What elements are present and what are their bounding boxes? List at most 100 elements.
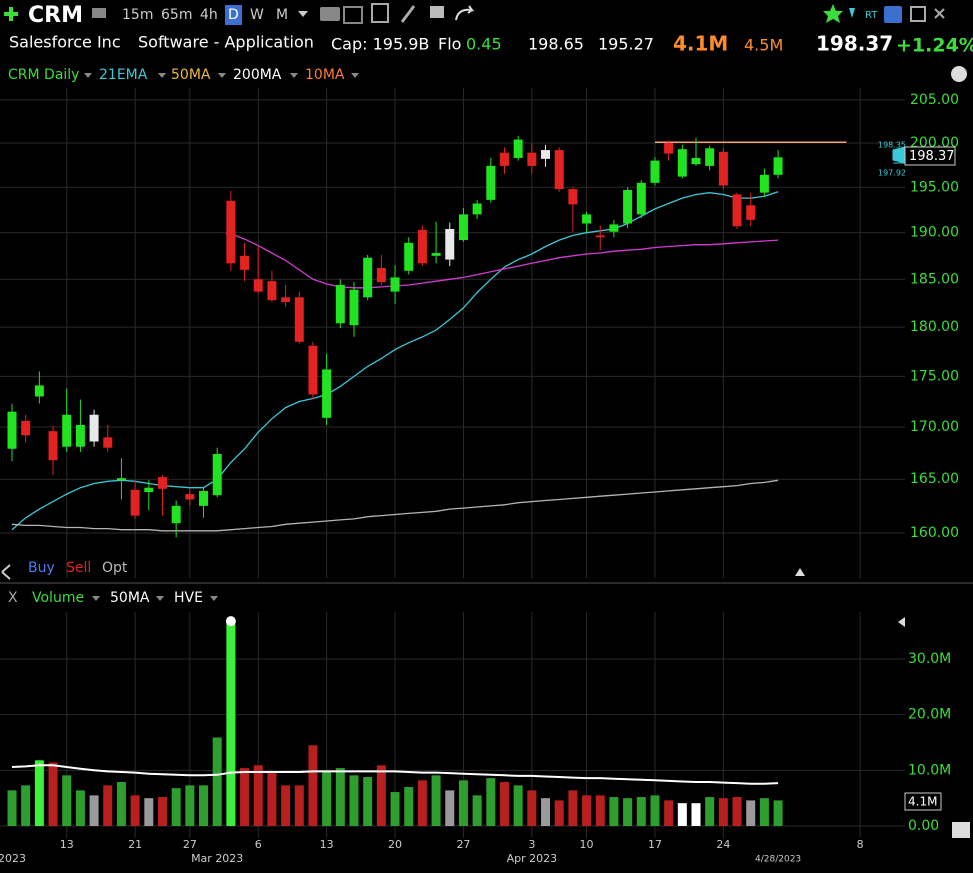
timeframe[interactable]: 4h xyxy=(200,7,218,23)
buy-button[interactable]: Buy xyxy=(28,560,55,576)
icon[interactable] xyxy=(371,3,389,23)
y-tick-label: 180.00 xyxy=(910,319,959,335)
timeframe[interactable]: 15m xyxy=(122,7,153,23)
ma-line xyxy=(11,191,779,531)
volume-bar xyxy=(240,768,250,826)
dropdown-arrow[interactable] xyxy=(218,73,226,78)
candle-body xyxy=(75,424,85,447)
volume-bar xyxy=(664,800,674,826)
icon[interactable] xyxy=(849,8,855,18)
dropdown-arrow[interactable] xyxy=(298,11,308,17)
sell-button[interactable]: Sell xyxy=(66,560,91,576)
legend-entry[interactable]: 200MA xyxy=(233,67,282,83)
ma-value-label: 197.92 xyxy=(878,169,906,178)
avg-volume: 4.5M xyxy=(744,36,783,55)
candle-body xyxy=(212,453,222,496)
dropdown-arrow[interactable] xyxy=(92,596,100,601)
candle-body xyxy=(7,411,17,449)
x-tick-label: 21 xyxy=(128,838,142,851)
icon[interactable] xyxy=(343,6,363,24)
market-cap: Cap: 195.9B xyxy=(331,35,429,54)
x-tick-label: 27 xyxy=(183,838,197,851)
legend-entry[interactable]: 50MA xyxy=(171,67,211,83)
float-label: Flo xyxy=(438,35,461,54)
candle-body xyxy=(322,369,332,418)
scroll-arrow[interactable] xyxy=(795,568,805,576)
dropdown-arrow[interactable] xyxy=(290,73,298,78)
volume-bar xyxy=(390,792,400,826)
legend-entry[interactable]: 50MA xyxy=(110,590,150,606)
volume-title[interactable]: Volume xyxy=(32,590,84,606)
icon[interactable] xyxy=(92,8,106,18)
scroll-arrow[interactable] xyxy=(898,617,905,627)
candle-body xyxy=(144,487,154,492)
candle-body xyxy=(376,267,386,283)
icon[interactable] xyxy=(320,7,340,21)
candle-body xyxy=(664,143,674,154)
y-tick-label: 160.00 xyxy=(910,525,959,541)
candle-body xyxy=(103,437,113,448)
candle-body xyxy=(582,214,592,224)
add-icon[interactable] xyxy=(4,7,18,21)
dropdown-arrow[interactable] xyxy=(158,73,166,78)
volume-bar xyxy=(75,790,85,826)
volume-bar xyxy=(458,780,468,826)
icon[interactable] xyxy=(455,5,475,21)
candle-body xyxy=(281,297,291,303)
dropdown-arrow[interactable] xyxy=(156,596,164,601)
candle-body xyxy=(267,281,277,301)
y-tick-label: 0.00 xyxy=(908,818,939,834)
volume-bar xyxy=(582,795,592,826)
float-value: 0.45 xyxy=(466,35,502,54)
candle-body xyxy=(636,182,646,215)
volume-bar xyxy=(21,785,31,826)
realtime[interactable]: RT xyxy=(865,10,878,21)
candle-body xyxy=(541,150,551,159)
timeframe[interactable]: W xyxy=(250,7,264,23)
symbol[interactable]: CRM xyxy=(28,3,83,28)
legend-entry[interactable]: 21EMA xyxy=(99,67,148,83)
legend-entry[interactable]: 10MA xyxy=(305,67,345,83)
last-price-label: 198.37 xyxy=(909,149,955,164)
dropdown-arrow[interactable] xyxy=(210,596,218,601)
dropdown-arrow[interactable] xyxy=(351,73,359,78)
candle-body xyxy=(199,490,209,506)
high-volume-marker xyxy=(225,616,236,627)
timeframe[interactable]: D xyxy=(228,7,239,23)
timeframe[interactable]: M xyxy=(276,7,288,23)
candle-body xyxy=(759,174,769,193)
candle-body xyxy=(513,139,523,158)
icon[interactable] xyxy=(910,6,926,22)
close-icon[interactable] xyxy=(934,8,945,19)
palette-icon[interactable] xyxy=(951,66,967,82)
y-tick-label: 170.00 xyxy=(910,419,959,435)
volume-bar xyxy=(171,788,181,826)
options-button[interactable]: Opt xyxy=(102,560,128,576)
volume-bar xyxy=(609,797,619,826)
candle-body xyxy=(691,157,701,165)
scroll-arrow[interactable] xyxy=(952,822,970,838)
price-panel: 160.00165.00170.00175.00180.00185.00190.… xyxy=(0,88,959,865)
icon[interactable] xyxy=(400,5,416,23)
indicator[interactable]: HVE xyxy=(174,590,203,606)
dropdown-arrow[interactable] xyxy=(84,73,92,78)
close-panel[interactable]: X xyxy=(8,590,18,606)
icon[interactable] xyxy=(430,6,444,18)
y-tick-label: 30.0M xyxy=(908,651,951,667)
volume-bar xyxy=(185,785,195,826)
collapse-icon[interactable] xyxy=(1,564,11,580)
chart-title[interactable]: CRM Daily xyxy=(8,67,79,83)
volume-bar xyxy=(62,775,72,826)
volume-bar xyxy=(568,790,578,826)
volume-bar xyxy=(7,790,17,826)
timeframe[interactable]: 65m xyxy=(161,7,192,23)
volume-bar xyxy=(445,790,455,826)
candle-body xyxy=(308,345,318,395)
icon[interactable] xyxy=(884,6,902,23)
volume-bar xyxy=(499,782,509,826)
candle-body xyxy=(363,257,373,298)
plot: 160.00165.00170.00175.00180.00185.00190.… xyxy=(0,88,959,865)
volume-bar xyxy=(363,777,373,826)
volume-bar xyxy=(773,800,783,826)
watch-star[interactable] xyxy=(823,4,843,23)
